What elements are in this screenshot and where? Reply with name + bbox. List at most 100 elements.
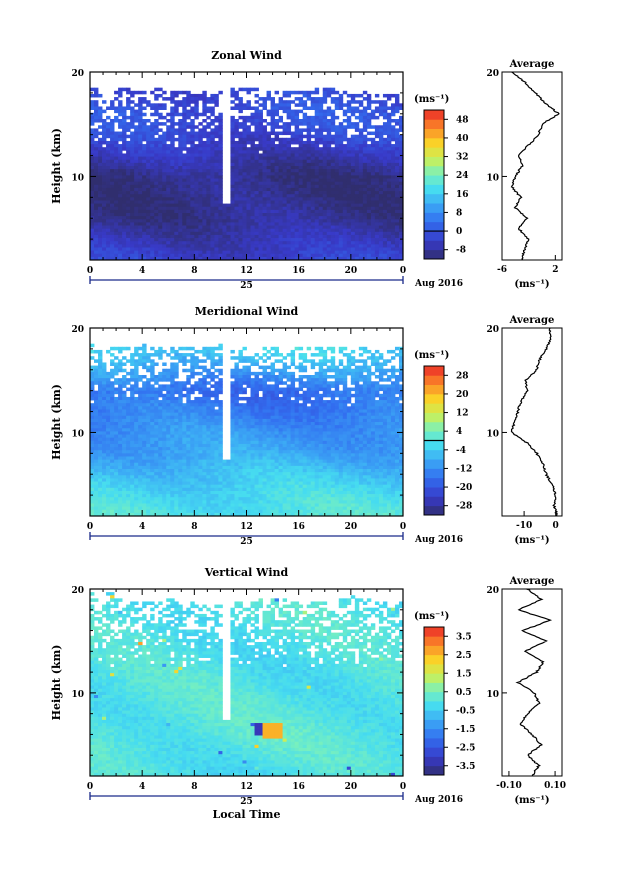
heatmap-cell <box>134 381 139 385</box>
heatmap-cell <box>98 481 103 486</box>
heatmap-cell <box>238 238 243 242</box>
heatmap-cell <box>198 162 203 167</box>
heatmap-cell <box>126 247 131 251</box>
heatmap-cell <box>274 172 279 176</box>
heatmap-cell <box>114 415 119 420</box>
heatmap-cell <box>186 122 191 126</box>
heatmap-cell <box>234 209 239 214</box>
heatmap-cell <box>198 122 203 126</box>
heatmap-cell <box>170 497 175 501</box>
heatmap-cell <box>286 93 292 98</box>
heatmap-cell <box>254 253 259 258</box>
heatmap-cell <box>194 234 199 239</box>
heatmap-cell <box>226 238 231 242</box>
heatmap-cell <box>342 109 348 114</box>
heatmap-cell <box>398 197 404 201</box>
heatmap-cell <box>386 256 392 261</box>
heatmap-cell <box>242 225 247 230</box>
heatmap-cell <box>118 184 123 189</box>
heatmap-cell <box>262 166 267 170</box>
heatmap-cell <box>278 228 284 233</box>
heatmap-cell <box>106 390 111 395</box>
heatmap-cell <box>286 238 292 242</box>
heatmap-cell <box>126 122 131 126</box>
heatmap-cell <box>170 191 175 195</box>
heatmap-cell <box>270 128 275 132</box>
heatmap-cell <box>122 140 127 145</box>
heatmap-cell <box>254 206 259 211</box>
heatmap-cell <box>262 172 267 176</box>
heatmap-cell <box>202 131 207 136</box>
heatmap-cell <box>98 368 103 373</box>
heatmap-cell <box>158 228 163 233</box>
heatmap-cell <box>194 194 199 198</box>
heatmap-cell <box>346 234 352 239</box>
heatmap-cell <box>194 144 199 148</box>
heatmap-cell <box>294 209 300 214</box>
heatmap-cell <box>362 241 368 245</box>
heatmap-cell <box>382 131 388 136</box>
heatmap-cell <box>342 137 348 142</box>
heatmap-cell <box>138 209 143 214</box>
heatmap-cell <box>90 503 95 507</box>
heatmap-cell <box>194 147 199 151</box>
heatmap-cell <box>362 147 368 151</box>
heatmap-cell <box>174 122 179 126</box>
heatmap-cell <box>126 200 131 204</box>
heatmap-cell <box>106 222 111 226</box>
heatmap-cell <box>170 197 175 201</box>
heatmap-cell <box>350 147 356 151</box>
heatmap-cell <box>262 250 267 255</box>
heatmap-cell <box>290 156 296 161</box>
heatmap-cell <box>114 431 119 435</box>
heatmap-cell <box>282 231 288 236</box>
heatmap-cell <box>90 103 95 107</box>
heatmap-cell <box>166 134 171 139</box>
heatmap-cell <box>374 219 380 223</box>
colorbar-tick-label: 48 <box>456 115 469 125</box>
heatmap-cell <box>390 162 396 167</box>
heatmap-cell <box>154 228 159 233</box>
heatmap-cell <box>114 469 119 473</box>
heatmap-cell <box>370 169 376 173</box>
heatmap-cell <box>370 191 376 195</box>
heatmap-cell <box>294 250 300 255</box>
heatmap-cell <box>122 509 127 514</box>
heatmap-cell <box>230 191 235 195</box>
heatmap-cell <box>246 87 251 92</box>
heatmap-cell <box>130 443 135 448</box>
heatmap-cell <box>98 115 103 120</box>
heatmap-cell <box>390 93 396 98</box>
heatmap-cell <box>94 365 99 370</box>
heatmap-cell <box>346 194 352 198</box>
colorbar-segment <box>424 110 444 120</box>
heatmap-cell <box>390 112 396 117</box>
heatmap-cell <box>142 396 147 401</box>
heatmap-cell <box>322 247 328 251</box>
heatmap-cell <box>166 234 171 239</box>
heatmap-cell <box>138 375 143 379</box>
heatmap-cell <box>162 175 167 179</box>
heatmap-cell <box>370 147 376 151</box>
heatmap-cell <box>378 169 384 173</box>
heatmap-cell <box>286 253 292 258</box>
heatmap-cell <box>310 231 316 236</box>
heatmap-cell <box>350 181 356 186</box>
heatmap-cell <box>294 213 300 217</box>
heatmap-cell <box>350 137 356 142</box>
heatmap-cell <box>242 206 247 211</box>
heatmap-cell <box>94 443 99 448</box>
heatmap-cell <box>90 87 95 92</box>
heatmap-cell <box>170 443 175 448</box>
heatmap-cell <box>122 219 127 223</box>
heatmap-cell <box>338 159 344 164</box>
heatmap-cell <box>202 159 207 164</box>
heatmap-cell <box>114 159 119 164</box>
heatmap-cell <box>270 112 275 117</box>
heatmap-cell <box>386 178 392 183</box>
heatmap-cell <box>130 100 135 104</box>
heatmap-cell <box>250 156 255 161</box>
heatmap-cell <box>218 203 223 208</box>
heatmap-cell <box>94 453 99 457</box>
heatmap-cell <box>222 247 227 251</box>
